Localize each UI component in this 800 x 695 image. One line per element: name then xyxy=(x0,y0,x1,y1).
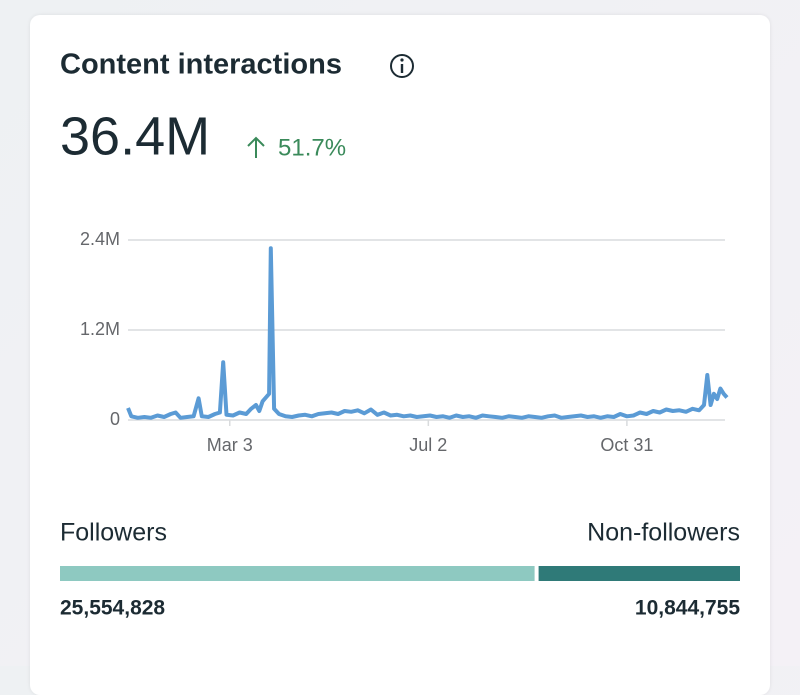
card xyxy=(30,15,770,695)
total: 36.4M xyxy=(60,106,210,166)
y-tick-label: 1.2M xyxy=(80,319,120,339)
line xyxy=(126,246,729,420)
breakdown-bar xyxy=(60,566,535,581)
page: Content interactions 36.4M 51.7% 0 1.2M 2.… xyxy=(0,0,800,666)
breakdown-value: 25,554,828 xyxy=(60,597,165,620)
y-tick-label: 2.4M xyxy=(80,229,120,249)
title: Content interactions xyxy=(60,49,342,81)
y-tick-label: 0 xyxy=(110,409,120,429)
chart: Content interactions 36.4M 51.7% 0 1.2M 2.… xyxy=(60,49,740,620)
breakdown-value: 10,844,755 xyxy=(635,597,740,620)
breakdown-bar xyxy=(538,566,740,581)
change: 51.7% xyxy=(278,134,346,161)
breakdown-name: Followers xyxy=(60,519,167,547)
info-icon[interactable] xyxy=(390,54,414,78)
x-tick-label: Mar 3 xyxy=(207,435,253,455)
up-arrow xyxy=(247,136,265,158)
breakdown-name: Non-followers xyxy=(587,519,740,547)
x-tick-label: Oct 31 xyxy=(600,435,653,455)
x-tick-label: Jul 2 xyxy=(409,435,447,455)
